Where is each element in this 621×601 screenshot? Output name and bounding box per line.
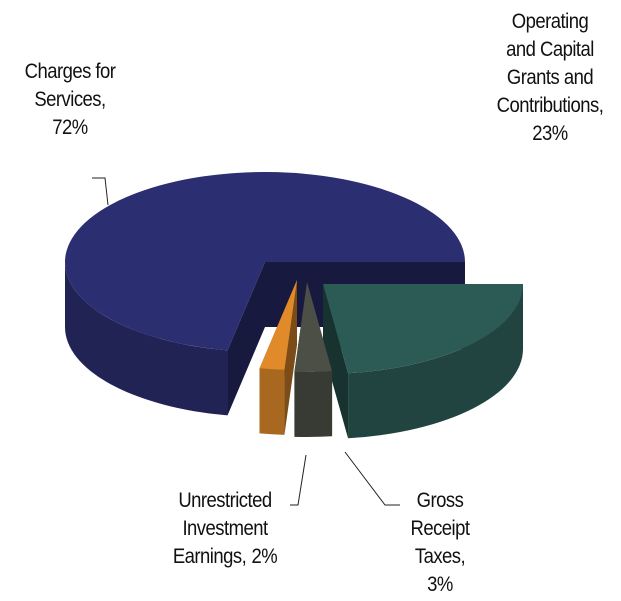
value-label: 23% [532,122,568,145]
slice-wall [259,368,285,435]
slice-label: Charges for Services, 72% [8,58,131,142]
value-label: 72% [52,116,88,139]
slice-wall [348,284,523,439]
slice-side [323,284,349,439]
category-label: Charges for Services, [24,60,116,111]
value-label: 3% [427,573,453,596]
category-label: Unrestricted Investment Earnings, [172,489,272,568]
slice-label: Unrestricted Investment Earnings, 2% [159,487,291,571]
leader-line [290,454,307,506]
slice [294,282,333,373]
slice-wall [294,371,333,437]
slice-label: Gross Receipt Taxes, 3% [387,487,493,599]
slice [65,172,465,351]
value-label: 2% [251,545,278,568]
slice-wall [65,262,228,416]
slice-side [227,262,265,416]
leader-line [344,451,400,506]
slice [259,280,297,370]
category-label: Operating and Capital Grants and Contrib… [496,10,604,117]
leader-line [92,177,109,206]
slice-label: Operating and Capital Grants and Contrib… [480,8,621,148]
category-label: Gross Receipt Taxes, [410,489,471,568]
slice [323,284,523,374]
